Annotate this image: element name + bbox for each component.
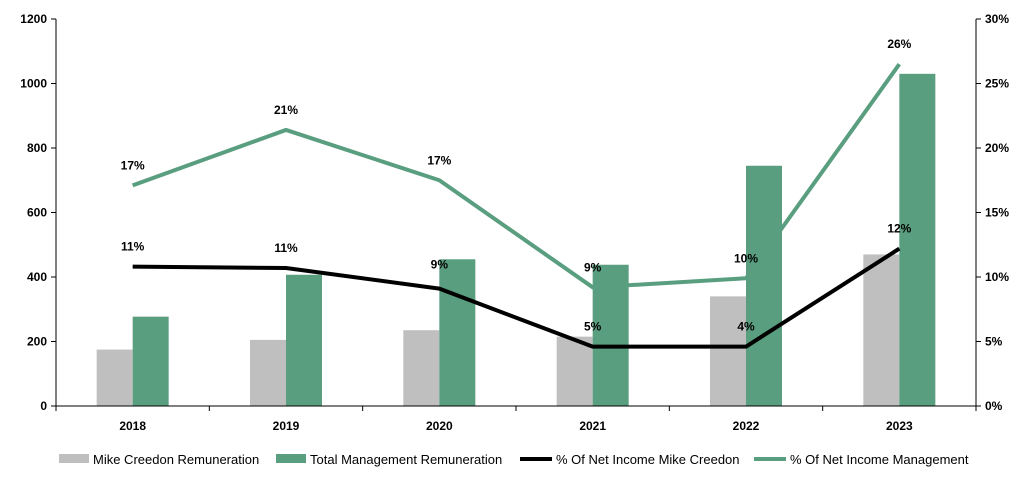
y-tick-right-label: 0% (985, 399, 1003, 413)
label-pct-management-2019: 21% (274, 103, 298, 117)
bar-mike-creedon-2023 (863, 254, 900, 406)
legend-total-management-remuneration-label: Total Management Remuneration (310, 452, 502, 467)
legend-pct-net-income-mike-creedon-label: % Of Net Income Mike Creedon (556, 452, 740, 467)
label-pct-mike-creedon-2020: 9% (431, 258, 449, 272)
legend-mike-creedon-remuneration: Mike Creedon Remuneration (59, 452, 259, 467)
legend-mike-creedon-remuneration-swatch (59, 454, 89, 463)
line-pct-management (131, 62, 901, 290)
x-tick-label: 2021 (579, 419, 606, 433)
y-tick-left-label: 0 (40, 399, 47, 413)
y-tick-right-label: 30% (985, 12, 1009, 26)
bar-total-management-2020 (439, 259, 476, 406)
legend-total-management-remuneration: Total Management Remuneration (276, 452, 502, 467)
bar-mike-creedon-2018 (96, 349, 133, 406)
y-tick-right-label: 25% (985, 77, 1009, 91)
x-tick-label: 2018 (119, 419, 146, 433)
x-tick-label: 2023 (886, 419, 913, 433)
x-tick-label: 2022 (733, 419, 760, 433)
y-tick-left-label: 200 (27, 335, 47, 349)
legend-pct-net-income-management-label: % Of Net Income Management (790, 452, 969, 467)
legend-pct-net-income-management: % Of Net Income Management (754, 452, 969, 467)
label-pct-mike-creedon-2021: 5% (584, 320, 602, 334)
y-tick-left-label: 600 (27, 206, 47, 220)
label-pct-mike-creedon-2018: 11% (121, 240, 145, 254)
label-pct-management-2023: 26% (887, 37, 911, 51)
legend-pct-net-income-mike-creedon: % Of Net Income Mike Creedon (520, 452, 740, 467)
label-pct-management-2022: 10% (734, 251, 758, 265)
bar-mike-creedon-2020 (403, 330, 440, 406)
bar-mike-creedon-2019 (250, 339, 286, 406)
bar-total-management-2023 (899, 73, 936, 406)
legend-mike-creedon-remuneration-label: Mike Creedon Remuneration (93, 452, 259, 467)
x-tick-label: 2020 (426, 419, 453, 433)
bar-total-management-2018 (132, 316, 169, 406)
axes-layer: 0 200 400 600 800 1000 1200 0% 5% 10% 15% 20% 25% 30%… (20, 12, 1009, 433)
y-tick-left-label: 1200 (20, 12, 47, 26)
x-tick-label: 2019 (273, 419, 300, 433)
label-pct-management-2020: 17% (427, 153, 451, 167)
y-tick-left-label: 400 (27, 270, 47, 284)
y-tick-right-label: 15% (985, 206, 1009, 220)
bar-mike-creedon-2021 (556, 336, 593, 406)
label-pct-management-2021: 9% (584, 260, 602, 274)
bar-total-management-2022 (746, 165, 782, 406)
label-pct-mike-creedon-2019: 11% (274, 241, 298, 255)
legend-total-management-remuneration-swatch (276, 454, 306, 463)
line-pct-mike-creedon (132, 246, 901, 349)
bar-total-management-2019 (286, 274, 322, 406)
data-labels-layer: 11% 11% 9% 5% 4% 12% 17% 21% 17% 9% 10% 26% (121, 37, 912, 334)
y-tick-right-label: 10% (985, 270, 1009, 284)
label-pct-mike-creedon-2023: 12% (887, 222, 911, 236)
bar-mike-creedon-2022 (710, 296, 746, 406)
bars-layer (96, 73, 936, 406)
label-pct-management-2018: 17% (121, 158, 145, 172)
lines-layer (131, 62, 901, 349)
y-tick-right-label: 5% (985, 335, 1003, 349)
y-tick-right-label: 20% (985, 141, 1009, 155)
legend: Mike Creedon Remuneration Total Managemen… (59, 452, 969, 467)
y-tick-left-label: 1000 (20, 77, 47, 91)
label-pct-mike-creedon-2022: 4% (737, 320, 755, 334)
y-tick-left-label: 800 (27, 141, 47, 155)
